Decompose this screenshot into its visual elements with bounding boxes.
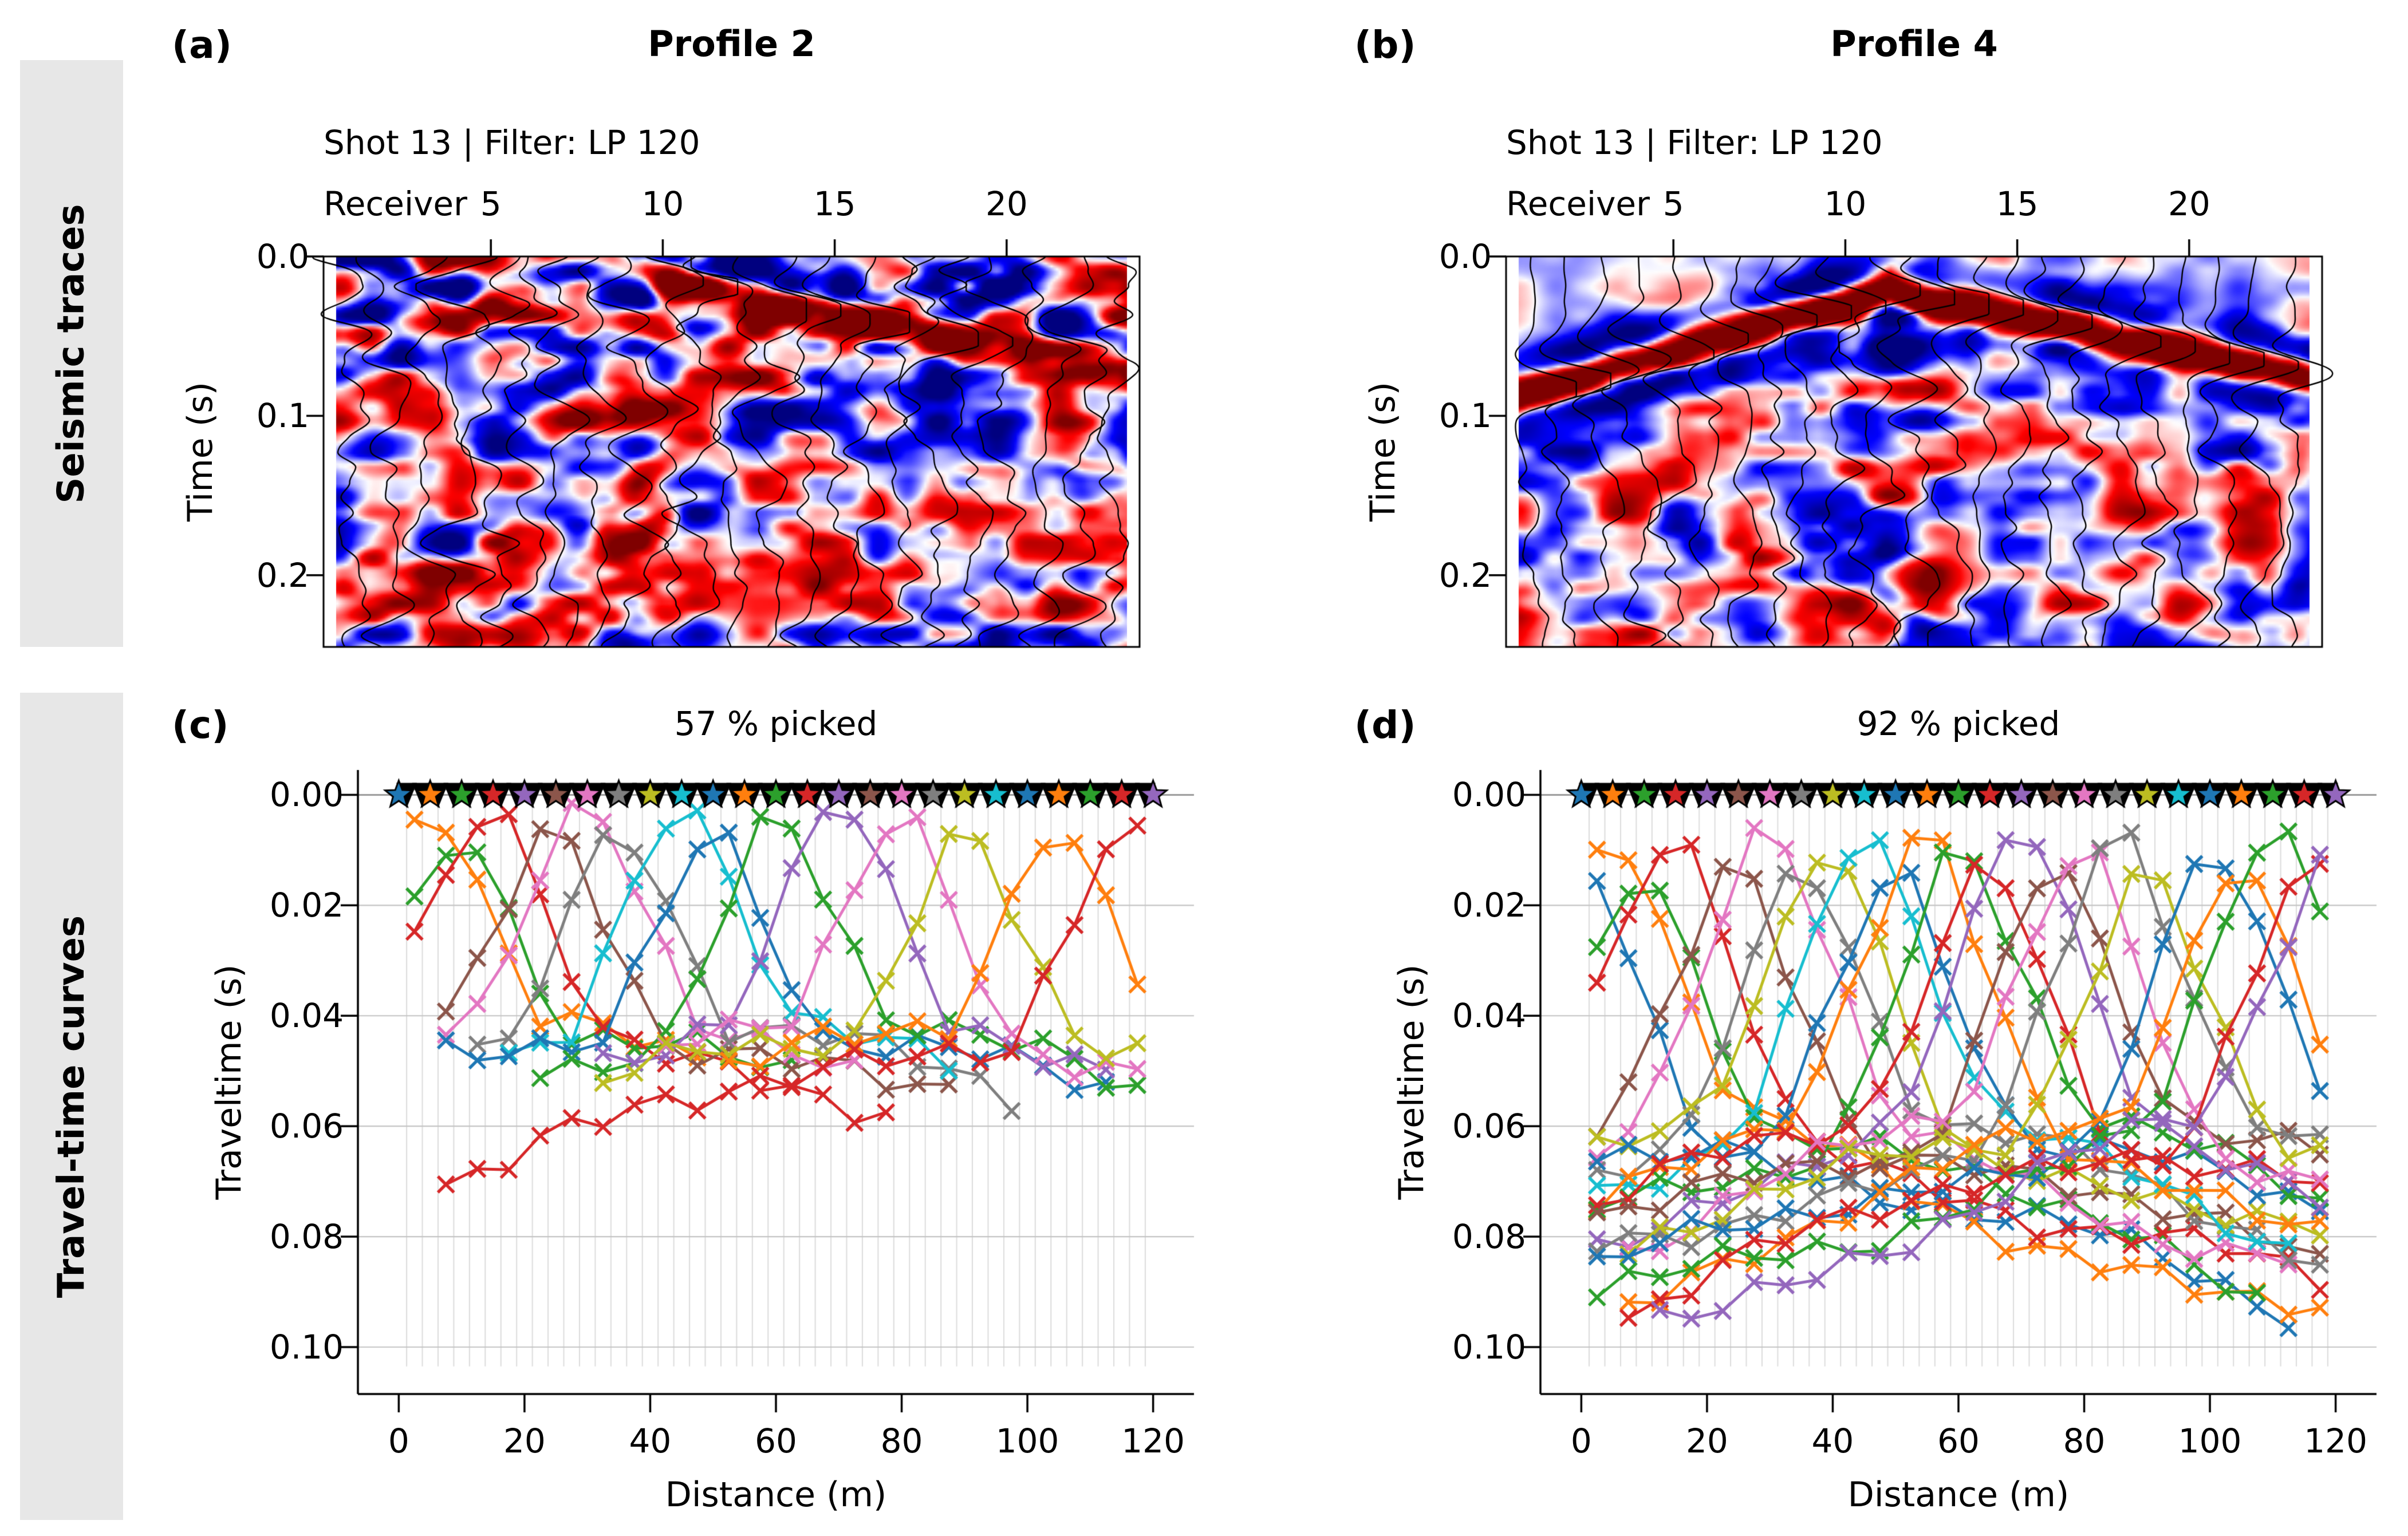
panel-a-time-tick-label: 0.0 xyxy=(256,237,309,276)
panel-a-letter: (a) xyxy=(172,23,232,67)
panel-b-time-tick-label: 0.0 xyxy=(1439,237,1492,276)
panel-c-x-tick-label: 40 xyxy=(629,1422,672,1460)
panel-a-receiver-tick-label: 15 xyxy=(813,184,856,223)
panel-c-y-tick-label: 0.08 xyxy=(269,1217,344,1257)
panel-c-title: 57 % picked xyxy=(674,704,878,743)
panel-d-y-tick-label: 0.04 xyxy=(1452,996,1526,1036)
panel-c-y-tick-label: 0.00 xyxy=(269,775,344,815)
panel-b-receiver-tick-label: 5 xyxy=(1662,184,1684,223)
panel-b-receiver-tick-label: 15 xyxy=(1996,184,2039,223)
panel-d-ylabel: Traveltime (s) xyxy=(1392,964,1432,1200)
panel-c-x-tick-label: 20 xyxy=(503,1422,546,1460)
panel-d-letter: (d) xyxy=(1354,703,1416,747)
panel-c-traveltime-plot-canvas xyxy=(329,741,1223,1423)
panel-c-ylabel: Traveltime (s) xyxy=(209,964,249,1200)
panel-a-receiver-tick-label: 5 xyxy=(480,184,502,223)
panel-a-seismic-plot-canvas xyxy=(295,228,1168,676)
panel-a-time-tick-label: 0.2 xyxy=(256,555,309,595)
panel-b-time-tick-label: 0.2 xyxy=(1439,555,1492,595)
panel-d-y-tick-label: 0.00 xyxy=(1452,775,1526,815)
panel-a-time-tick-label: 0.1 xyxy=(256,396,309,436)
panel-c-y-tick-label: 0.06 xyxy=(269,1107,344,1146)
panel-a-receiver-tick-label: 20 xyxy=(985,184,1028,223)
panel-c-x-tick-label: 0 xyxy=(388,1422,409,1460)
panel-d-traveltime-plot-canvas xyxy=(1512,741,2405,1423)
panel-a-subtitle: Shot 13 | Filter: LP 120 xyxy=(324,123,700,162)
panel-d-xlabel: Distance (m) xyxy=(1847,1475,2070,1515)
panel-d-x-tick-label: 60 xyxy=(1937,1422,1980,1460)
panel-d-y-tick-label: 0.06 xyxy=(1452,1107,1526,1146)
row-label-traveltime-curves: Travel-time curves xyxy=(20,693,123,1520)
panel-c-x-tick-label: 120 xyxy=(1121,1422,1185,1460)
panel-c-x-tick-label: 80 xyxy=(880,1422,923,1460)
panel-a-title: Profile 2 xyxy=(648,23,815,65)
panel-b-receiver-axis-word: Receiver xyxy=(1506,184,1650,223)
panel-b-receiver-tick-label: 10 xyxy=(1824,184,1867,223)
panel-d-x-tick-label: 80 xyxy=(2063,1422,2106,1460)
panel-c-x-tick-label: 100 xyxy=(995,1422,1059,1460)
panel-d-x-tick-label: 40 xyxy=(1811,1422,1854,1460)
panel-d-x-tick-label: 20 xyxy=(1685,1422,1728,1460)
panel-a-receiver-tick-label: 10 xyxy=(641,184,684,223)
panel-d-y-tick-label: 0.10 xyxy=(1452,1328,1526,1367)
panel-d-x-tick-label: 120 xyxy=(2304,1422,2367,1460)
panel-d-x-tick-label: 0 xyxy=(1570,1422,1592,1460)
panel-c-y-tick-label: 0.02 xyxy=(269,886,344,925)
panel-d-y-tick-label: 0.02 xyxy=(1452,886,1526,925)
panel-c-x-tick-label: 60 xyxy=(755,1422,797,1460)
panel-d-y-tick-label: 0.08 xyxy=(1452,1217,1526,1257)
panel-b-receiver-tick-label: 20 xyxy=(2167,184,2210,223)
panel-c-y-tick-label: 0.10 xyxy=(269,1328,344,1367)
panel-a-receiver-axis-word: Receiver xyxy=(324,184,467,223)
panel-d-x-tick-label: 100 xyxy=(2178,1422,2242,1460)
panel-c-y-tick-label: 0.04 xyxy=(269,996,344,1036)
row-label-traveltime-curves-text: Travel-time curves xyxy=(50,915,93,1298)
row-label-seismic-traces: Seismic traces xyxy=(20,60,123,647)
panel-b-seismic-plot-canvas xyxy=(1477,228,2351,676)
panel-c-letter: (c) xyxy=(172,703,229,747)
panel-d-title: 92 % picked xyxy=(1857,704,2060,743)
panel-b-letter: (b) xyxy=(1354,23,1416,67)
row-label-seismic-traces-text: Seismic traces xyxy=(50,203,93,504)
panel-c-xlabel: Distance (m) xyxy=(665,1475,887,1515)
panel-b-subtitle: Shot 13 | Filter: LP 120 xyxy=(1506,123,1883,162)
panel-b-title: Profile 4 xyxy=(1830,23,1998,65)
panel-b-time-tick-label: 0.1 xyxy=(1439,396,1492,436)
